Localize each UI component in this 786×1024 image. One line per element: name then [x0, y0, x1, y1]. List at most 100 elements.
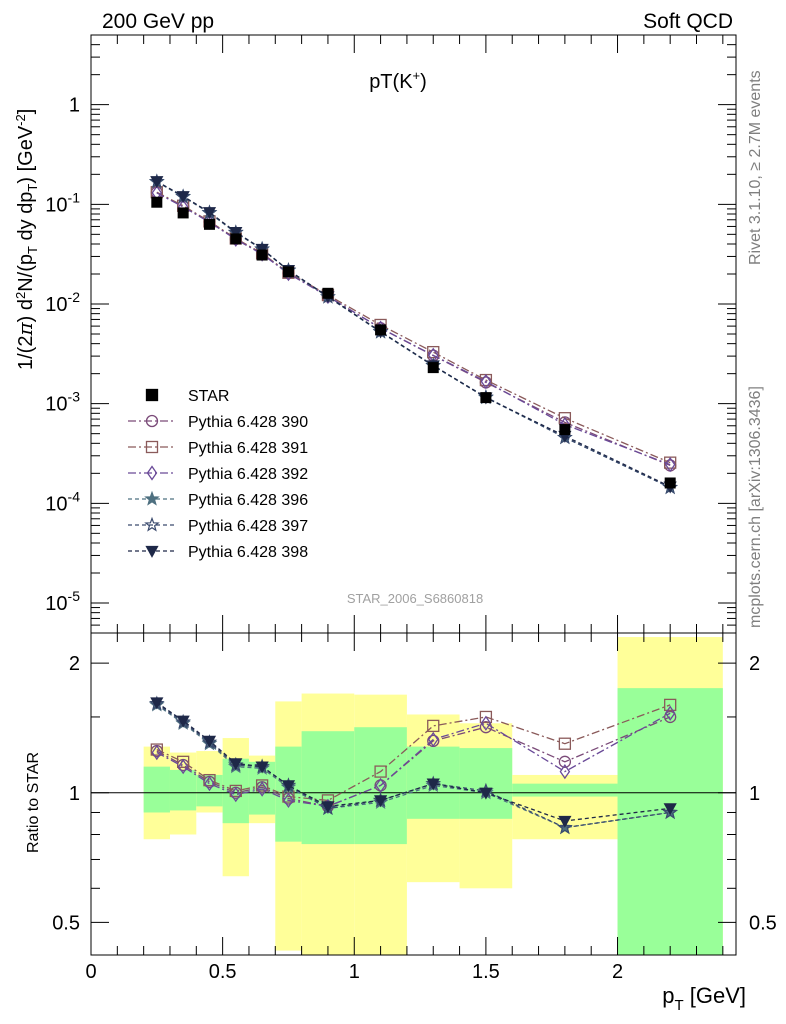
ratio-tick-label: 2 [69, 653, 80, 675]
ratio-series-point [176, 755, 190, 768]
reference-point [203, 218, 215, 230]
tick-base: 10 [45, 593, 67, 615]
reference-point [664, 477, 676, 489]
ratio-series-point [204, 776, 215, 792]
ratio-tick-label-right: 1 [749, 783, 760, 805]
stat-band-bin [143, 766, 170, 813]
plot-title: pT(K+) [369, 68, 427, 93]
legend-marker [144, 516, 160, 532]
ratio-series-point [281, 780, 296, 793]
ratio-tick-label: 1 [69, 783, 80, 805]
tick-exponent: -1 [68, 189, 81, 205]
ratio-series-point [229, 758, 243, 771]
ratio-series-layer [148, 695, 679, 835]
stat-band-bin [301, 731, 355, 845]
ratio-series-point [557, 819, 573, 835]
legend-marker [145, 414, 159, 428]
ratio-y-ticks: 0.5 0.5 1 1 2 2 [52, 653, 777, 934]
legend-marker [146, 465, 158, 481]
main-y-ticks: 10-510-410-310-210-11 [45, 34, 736, 626]
ratio-y-axis-label: Ratio to STAR [25, 752, 42, 853]
x-ticks: 0 0.5 1 1.5 2 [85, 35, 724, 983]
tick-base: 10 [45, 394, 67, 416]
ratio-series-point [664, 705, 676, 721]
ratio-series-point [373, 795, 388, 808]
main-tick-label: 10-1 [45, 189, 80, 216]
ratio-series-point [426, 778, 440, 791]
uncertainty-bands [143, 637, 723, 955]
main-series-point [480, 373, 492, 390]
legend-marker [145, 440, 159, 454]
legend-label: Pythia 6.428 391 [188, 440, 308, 457]
main-tick-label: 10-3 [45, 389, 80, 416]
ratio-series-point [151, 744, 163, 761]
ratio-series-point [664, 710, 677, 724]
legend-marker [145, 545, 159, 558]
tick-exponent: -4 [68, 488, 81, 504]
legend-label: Pythia 6.428 390 [188, 414, 308, 431]
reference-point [256, 249, 268, 261]
legend-label-reference: STAR [188, 388, 229, 405]
x-tick-label: 1 [349, 961, 360, 983]
tick-exponent: -2 [68, 289, 81, 305]
ratio-series-point [558, 815, 572, 828]
x-tick-label: 0.5 [209, 961, 237, 983]
ratio-series-point [558, 737, 572, 750]
ratio-series-line [156, 712, 671, 808]
reference-point [375, 324, 387, 336]
ratio-series-point [202, 735, 217, 748]
ratio-series-point [255, 761, 269, 774]
stat-band-bin [169, 769, 197, 811]
ratio-series-point [374, 765, 387, 778]
ratio-series-point [256, 781, 268, 797]
legend-marker-star [145, 388, 159, 402]
main-series-point [229, 226, 243, 239]
legend: STAR Pythia 6.428 390 Pythia 6.428 391 Pyth… [128, 388, 308, 561]
ratio-series-point [176, 715, 190, 728]
main-y-axis-label: 1/(2π) d2N/(pT dy dpT) [GeV-2] [13, 109, 40, 370]
main-series-line [156, 180, 671, 488]
ratio-tick-label-right: 2 [749, 653, 760, 675]
ratio-series-point [558, 755, 572, 768]
ratio-series-line [156, 704, 671, 802]
main-tick-label: 1 [69, 95, 80, 117]
rivet-label: Rivet 3.1.10, ≥ 2.7M events [747, 70, 764, 265]
ratio-series-point [663, 803, 677, 816]
main-tick-label: 10-4 [45, 488, 80, 515]
legend-label: Pythia 6.428 396 [188, 492, 308, 509]
mcplots-label: mcplots.cern.ch [arXiv:1306.3436] [747, 386, 764, 628]
reference-point [322, 287, 334, 299]
x-tick-label: 1.5 [472, 961, 500, 983]
reference-point [427, 362, 439, 374]
tick-exponent: -5 [68, 588, 81, 604]
reference-point [230, 233, 242, 245]
legend-label: Pythia 6.428 397 [188, 518, 308, 535]
ratio-series-point [427, 719, 440, 733]
ratio-series-point [664, 698, 677, 712]
ratio-tick-label: 0.5 [52, 912, 80, 934]
ratio-series-point [177, 758, 189, 775]
stat-band-bin [617, 688, 723, 955]
main-tick-label: 10-5 [45, 588, 80, 615]
ratio-series-point [150, 743, 163, 756]
reference-points [151, 196, 676, 489]
ratio-tick-label-right: 0.5 [749, 912, 777, 934]
main-series-point [664, 456, 676, 473]
ratio-series-point [559, 763, 571, 780]
ratio-series-point [375, 777, 386, 794]
ratio-series-point [229, 784, 242, 798]
ratio-series-point [479, 787, 493, 800]
energy-label: 200 GeV pp [102, 10, 214, 33]
tick-base: 10 [45, 493, 67, 515]
reference-point [151, 196, 163, 208]
ratio-series-point [283, 792, 294, 809]
x-tick-label: 2 [612, 961, 623, 983]
main-series-point [176, 191, 190, 204]
ratio-series-point [480, 715, 492, 731]
plot-title-end: ) [420, 71, 427, 93]
process-label: Soft QCD [643, 10, 733, 33]
ratio-panel-frame [90, 632, 737, 956]
reference-point [177, 207, 189, 219]
tick-exponent: -3 [68, 389, 81, 405]
